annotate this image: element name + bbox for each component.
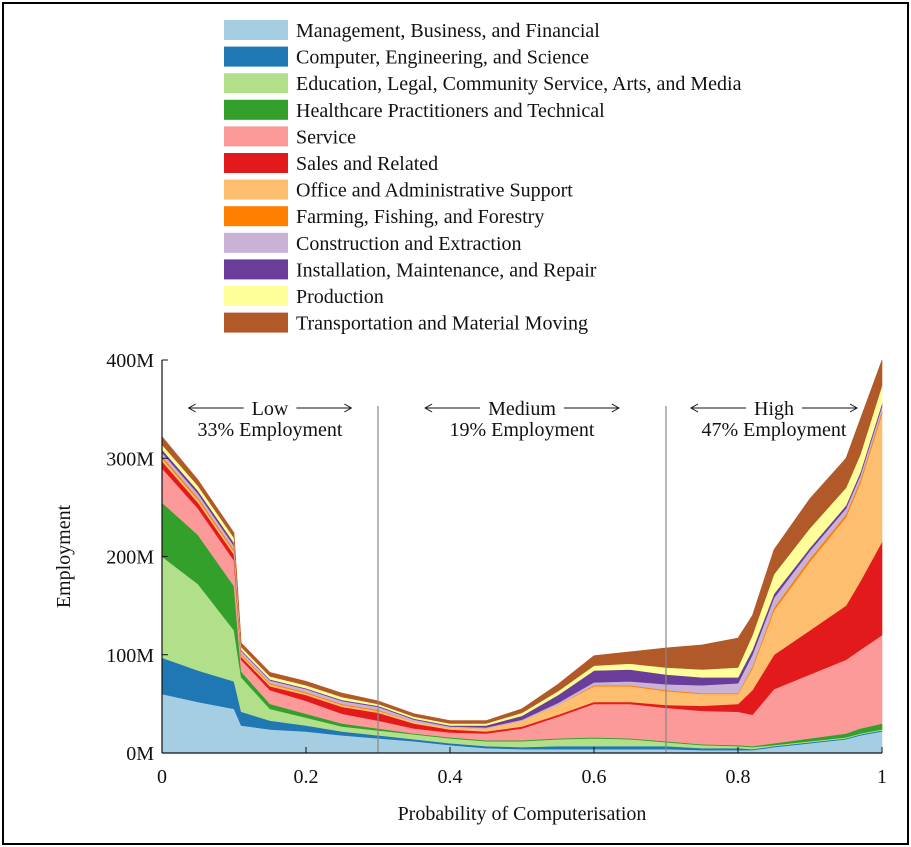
region-arrowhead-left-high bbox=[689, 403, 699, 413]
legend-swatch-office-and-administrative-support bbox=[224, 179, 288, 200]
region-share-high: 47% Employment bbox=[702, 419, 847, 441]
legend-swatch-healthcare-practitioners-and-technical bbox=[224, 99, 288, 120]
x-axis-title: Probability of Computerisation bbox=[398, 803, 647, 825]
region-arrowhead-right-medium bbox=[611, 403, 620, 413]
legend-swatch-construction-and-extraction bbox=[224, 232, 288, 253]
legend-label-service: Service bbox=[296, 126, 356, 148]
x-tick-label-0: 0 bbox=[157, 766, 167, 788]
legend-swatch-transportation-and-material-moving bbox=[224, 312, 288, 333]
region-dividers bbox=[377, 406, 667, 753]
region-share-low: 33% Employment bbox=[198, 419, 343, 441]
legend-label-sales-and-related: Sales and Related bbox=[296, 153, 438, 175]
legend-label-education-legal-community-service-arts-and-media: Education, Legal, Community Service, Art… bbox=[296, 73, 742, 95]
legend-label-office-and-administrative-support: Office and Administrative Support bbox=[296, 180, 573, 202]
region-label-low: Low bbox=[252, 398, 289, 420]
region-arrowhead-right-high bbox=[849, 403, 859, 413]
legend: Management, Business, and Financial Compu… bbox=[224, 20, 742, 335]
legend-label-farming-fishing-and-forestry: Farming, Fishing, and Forestry bbox=[296, 206, 544, 228]
legend-label-management-business-and-financial: Management, Business, and Financial bbox=[296, 20, 600, 42]
x-tick-label-3: 0.6 bbox=[582, 766, 607, 788]
legend-swatch-installation-maintenance-and-repair bbox=[224, 259, 288, 280]
region-arrowhead-left-medium bbox=[424, 403, 433, 413]
region-label-medium: Medium bbox=[488, 398, 556, 420]
y-tick-label-3: 300M bbox=[106, 448, 154, 470]
legend-label-installation-maintenance-and-repair: Installation, Maintenance, and Repair bbox=[296, 259, 597, 281]
y-axis-title: Employment bbox=[53, 504, 75, 608]
legend-swatch-service bbox=[224, 126, 288, 147]
region-share-medium: 19% Employment bbox=[450, 419, 595, 441]
region-arrowhead-right-low bbox=[344, 403, 353, 413]
legend-swatch-management-business-and-financial bbox=[224, 20, 288, 40]
region-label-high: High bbox=[754, 398, 794, 420]
y-tick-label-0: 0M bbox=[126, 743, 154, 765]
y-tick-label-2: 200M bbox=[106, 547, 154, 569]
legend-swatch-education-legal-community-service-arts-and-media bbox=[224, 73, 288, 94]
legend-label-computer-engineering-and-science: Computer, Engineering, and Science bbox=[296, 47, 589, 69]
x-tick-label-1: 0.2 bbox=[294, 766, 319, 788]
axes: 0M 100M 200M 300M 400M 0 0.2 0.4 0.6 0.8 1 Probabil… bbox=[53, 350, 887, 825]
x-tick-label-5: 1 bbox=[877, 766, 887, 788]
legend-label-healthcare-practitioners-and-technical: Healthcare Practitioners and Technical bbox=[296, 100, 605, 122]
region-arrowhead-left-low bbox=[187, 403, 196, 413]
y-tick-label-4: 400M bbox=[106, 350, 154, 372]
x-tick-label-2: 0.4 bbox=[438, 766, 463, 788]
legend-label-transportation-and-material-moving: Transportation and Material Moving bbox=[296, 313, 588, 335]
legend-swatch-sales-and-related bbox=[224, 153, 288, 173]
legend-swatch-computer-engineering-and-science bbox=[224, 46, 288, 67]
legend-label-production: Production bbox=[296, 286, 384, 308]
y-tick-label-1: 100M bbox=[106, 645, 154, 667]
legend-swatch-production bbox=[224, 286, 288, 306]
x-tick-label-4: 0.8 bbox=[726, 766, 751, 788]
legend-label-construction-and-extraction: Construction and Extraction bbox=[296, 233, 522, 255]
legend-swatch-farming-fishing-and-forestry bbox=[224, 206, 288, 227]
